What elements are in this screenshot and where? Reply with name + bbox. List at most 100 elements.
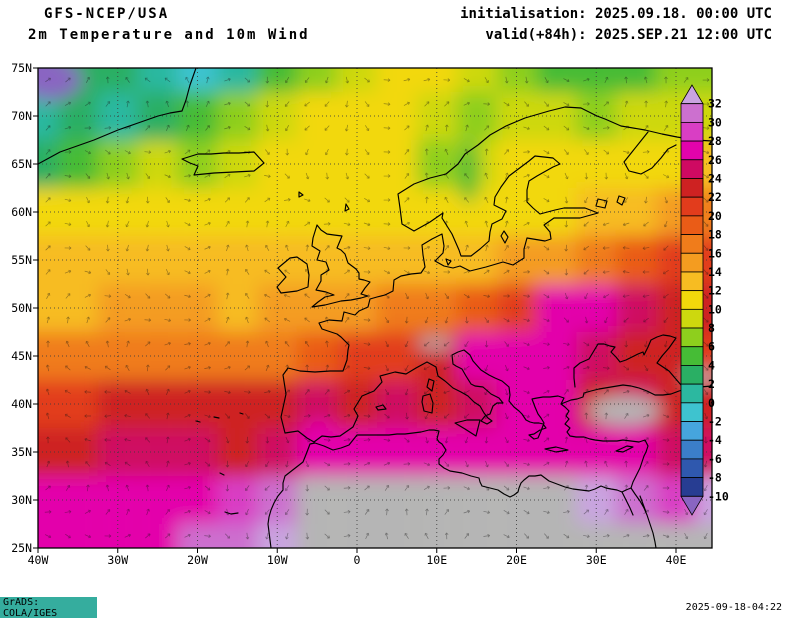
wind-arrow [622, 246, 630, 250]
temp-cell [38, 380, 59, 428]
wind-arrow [464, 148, 469, 156]
temp-cell [57, 92, 98, 140]
colorbar-label: 32 [708, 97, 722, 111]
lat-tick-label: 75N [11, 61, 32, 75]
wind-arrow [304, 125, 310, 131]
wind-arrow [663, 174, 670, 179]
wind-arrow [703, 509, 708, 516]
wind-arrow [304, 389, 310, 395]
colorbar-label: -6 [708, 452, 722, 466]
temp-cell [297, 476, 338, 524]
temp-cell [137, 236, 178, 284]
wind-arrow [484, 77, 489, 84]
wind-arrow [484, 317, 489, 323]
lon-tick-label: 10W [267, 553, 288, 567]
wind-arrow [383, 78, 391, 82]
wind-arrow [523, 294, 530, 298]
wind-arrow [483, 102, 491, 106]
wind-arrow [184, 149, 191, 155]
temp-cell [137, 332, 178, 380]
wind-arrow [364, 485, 370, 491]
wind-arrow [563, 342, 570, 347]
temp-cell [376, 68, 417, 92]
wind-arrow [444, 461, 450, 467]
wind-arrow [126, 340, 130, 348]
wind-arrow [224, 390, 231, 395]
wind-arrow [125, 196, 130, 204]
wind-arrow [463, 509, 471, 514]
wind-arrow [124, 414, 131, 418]
wind-arrow [64, 269, 72, 274]
wind-arrow [363, 438, 371, 442]
wind-arrow [364, 101, 370, 107]
wind-arrow [543, 198, 550, 203]
wind-arrow [204, 437, 211, 443]
wind-arrow [543, 245, 550, 251]
temp-cell [38, 188, 59, 236]
wind-arrow [283, 293, 291, 298]
temp-cell [536, 524, 577, 548]
wind-arrow [504, 149, 509, 155]
map-frame [37, 67, 713, 549]
temp-cell [376, 524, 417, 548]
wind-arrow [505, 76, 509, 84]
lon-tick-label: 0 [354, 553, 361, 567]
temp-cell [38, 428, 59, 476]
wind-arrow [484, 220, 489, 228]
temp-cell [456, 524, 497, 548]
wind-arrow [343, 222, 351, 227]
wind-arrow [523, 318, 530, 323]
lat-tick-label: 60N [11, 205, 32, 219]
colorbar-label: 24 [708, 172, 722, 186]
wind-arrow [543, 413, 550, 419]
wind-arrow [224, 173, 231, 178]
wind-arrow [523, 486, 530, 491]
wind-arrow [184, 413, 191, 418]
wind-arrow [623, 365, 630, 371]
wind-arrow [405, 412, 409, 420]
wind-arrow [145, 125, 151, 131]
wind-arrow [503, 294, 510, 298]
wind-arrow [145, 196, 150, 204]
wind-arrow [564, 244, 568, 252]
wind-arrow [662, 269, 669, 275]
colorbar-segment [680, 383, 704, 404]
wind-arrow [583, 534, 590, 539]
temp-cell [57, 476, 98, 524]
wind-arrow [265, 244, 270, 251]
wind-arrow [204, 341, 211, 346]
wind-arrow [324, 485, 330, 491]
wind-arrow [363, 461, 371, 466]
temp-cell [456, 428, 497, 476]
wind-arrow [505, 412, 509, 420]
wind-arrow [184, 318, 191, 322]
wind-arrow [423, 485, 430, 490]
temp-cell [536, 188, 577, 236]
colorbar-segment [680, 140, 704, 161]
wind-arrow [503, 125, 510, 130]
wind-arrow [503, 534, 510, 539]
wind-arrow [523, 414, 530, 419]
wind-arrow [344, 341, 350, 347]
lat-tick-label: 30N [11, 493, 32, 507]
coastlines [38, 68, 712, 548]
wind-arrow [703, 484, 708, 492]
wind-arrow [164, 341, 171, 346]
wind-arrow [504, 364, 509, 372]
temp-cell [217, 380, 258, 428]
wind-arrow [324, 462, 331, 467]
wind-arrow [304, 101, 310, 107]
wind-arrow [344, 389, 351, 394]
wind-arrow [444, 293, 449, 299]
wind-arrow [365, 125, 370, 132]
wind-arrow [544, 533, 549, 539]
wind-arrow [244, 77, 251, 83]
wind-arrow [145, 220, 150, 228]
wind-arrow [165, 100, 169, 108]
wind-arrow [285, 436, 290, 444]
wind-arrow [464, 436, 469, 444]
temp-cell [38, 524, 59, 548]
wind-arrow [105, 101, 111, 107]
wind-arrow [663, 340, 668, 348]
wind-arrow [583, 269, 589, 275]
